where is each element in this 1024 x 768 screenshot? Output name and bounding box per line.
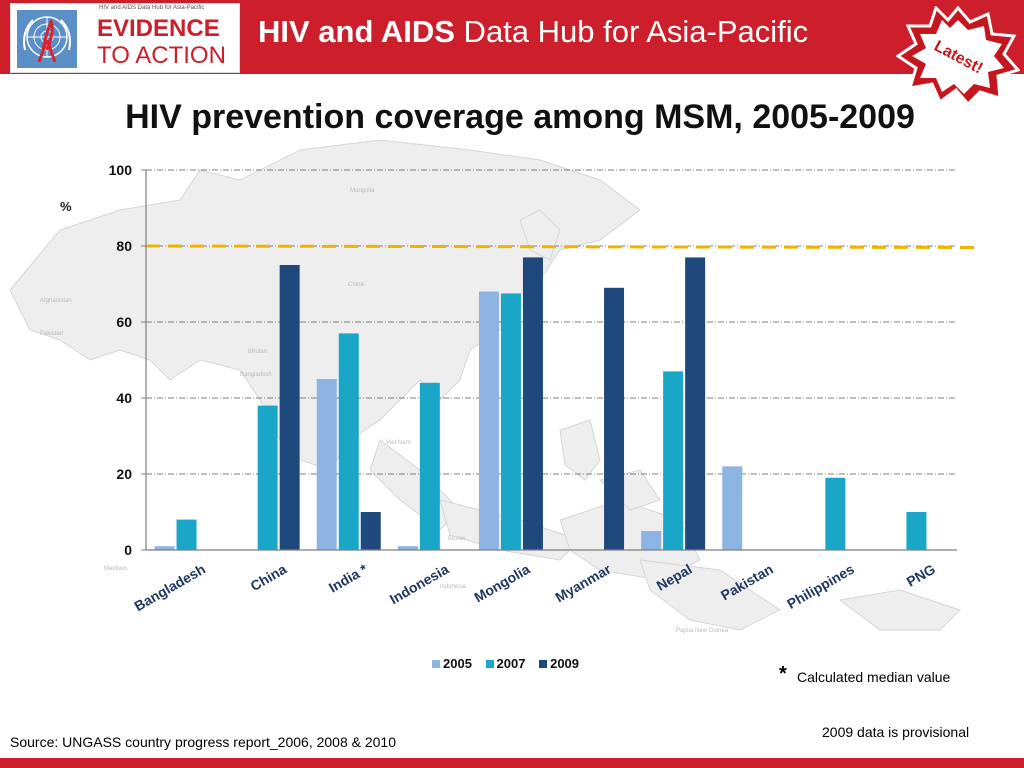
y-tick-label: 80 [116,238,132,254]
map-label-maldives: Maldives [104,566,128,572]
bar-2005-bangladesh [154,546,175,550]
bar-2009-nepal [685,257,706,550]
starburst-icon [896,6,1020,106]
map-label-china: China [348,282,364,288]
map-label-afghanistan: Afghanistan [40,298,72,304]
map-label-mongolia: Mongolia [350,188,375,194]
category-label: Mongolia [471,561,532,606]
category-label: PNG [904,561,938,590]
category-label: Philippines [784,561,857,612]
y-tick-label: 40 [116,390,132,406]
bar-2009-mongolia [522,257,543,550]
legend-item-2007: 2007 [485,656,526,671]
bar-2007-bangladesh [176,519,197,550]
map-label-indonesia: Indonesia [440,584,467,590]
hub-title-bold: HIV and AIDS [258,14,455,49]
map-label-viet-nam: Viet Nam [386,440,411,446]
legend-swatch-2007 [485,660,494,668]
header-bar: HIV and AIDS Data Hub for Asia-Pacific E… [0,0,1024,74]
bar-2007-png [906,512,927,550]
bars [154,257,927,550]
map-label-bhutan: Bhutan [248,349,267,355]
legend-swatch-2005 [432,660,440,668]
logo-tagline: HIV and AIDS Data Hub for Asia-Pacific [99,5,205,11]
target-line [145,244,976,249]
legend-label-2007: 2007 [496,656,526,671]
slide-title: HIV prevention coverage among MSM, 2005-… [125,98,915,136]
bar-2005-nepal [641,531,662,550]
hub-title-rest: Data Hub for Asia-Pacific [454,14,809,49]
category-label: Indonesia [387,561,452,608]
bar-2005-india [316,379,337,550]
map-label-png: Papua New Guinea [676,628,729,634]
un-emblem-icon [17,10,77,68]
y-tick-label: 20 [116,466,132,482]
category-label: Myanmar [552,560,614,605]
map-label-bangladesh: Bangladesh [240,372,272,378]
bar-2007-philippines [825,477,846,550]
logo-line-evidence: EVIDENCE [97,15,220,42]
legend-item-2009: 2009 [539,656,579,671]
target-line-layer [145,244,976,249]
category-label: Nepal [654,561,695,594]
bar-2009-china [279,265,300,550]
evidence-to-action-logo[interactable]: HIV and AIDS Data Hub for Asia-Pacific E… [10,3,240,73]
axes [141,169,957,551]
source-note: Source: UNGASS country progress report_2… [10,734,396,750]
legend-label-2009: 2009 [550,656,580,671]
y-tick-label: 100 [109,162,133,178]
map-label-pakistan: Pakistan [40,331,63,337]
footnote-star: * [779,663,787,685]
bar-2005-mongolia [478,291,499,550]
y-tick-label: 0 [124,542,132,558]
legend-item-2005: 2005 [432,656,472,671]
bar-2007-india [338,333,359,550]
logo-line-to-action: TO ACTION [97,42,226,69]
bar-2009-india [360,512,381,550]
hub-title: HIV and AIDS Data Hub for Asia-Pacific [258,14,808,50]
y-axis-label: % [60,199,72,214]
map-label-brunei: Brunei [448,536,465,542]
category-label: Bangladesh [131,561,208,615]
category-label: India * [326,560,371,595]
chart-legend: 2005 2007 2009 [432,656,589,671]
category-label: Pakistan [718,561,776,604]
latest-badge[interactable]: Latest! [896,6,1020,106]
bar-2007-china [257,405,278,550]
provisional-note: 2009 data is provisional [822,724,970,740]
bar-2007-nepal [663,371,684,550]
footnote-text: Calculated median value [797,669,951,685]
bar-2007-indonesia [419,382,440,550]
category-labels: Bangladesh China India * Indonesia Mongolia M… [131,560,938,614]
bar-2005-pakistan [722,466,743,550]
bar-2009-myanmar [604,287,625,550]
bar-2007-mongolia [500,293,521,550]
y-tick-labels: 0 20 40 60 80 100 [109,162,133,558]
bottom-accent-bar [0,758,1024,768]
legend-label-2005: 2005 [443,656,472,671]
bar-2005-indonesia [397,546,418,550]
legend-swatch-2009 [539,660,548,668]
y-tick-label: 60 [116,314,132,330]
category-label: China [247,561,289,594]
